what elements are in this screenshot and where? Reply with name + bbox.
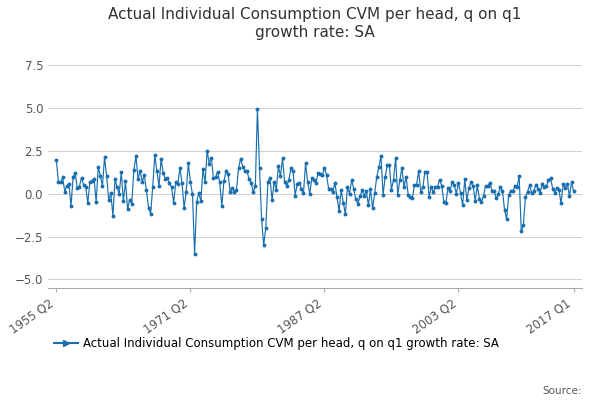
Text: Source:: Source: (542, 386, 582, 396)
Title: Actual Individual Consumption CVM per head, q on q1
growth rate: SA: Actual Individual Consumption CVM per he… (109, 8, 521, 40)
Legend: Actual Individual Consumption CVM per head, q on q1 growth rate: SA: Actual Individual Consumption CVM per he… (54, 337, 499, 350)
